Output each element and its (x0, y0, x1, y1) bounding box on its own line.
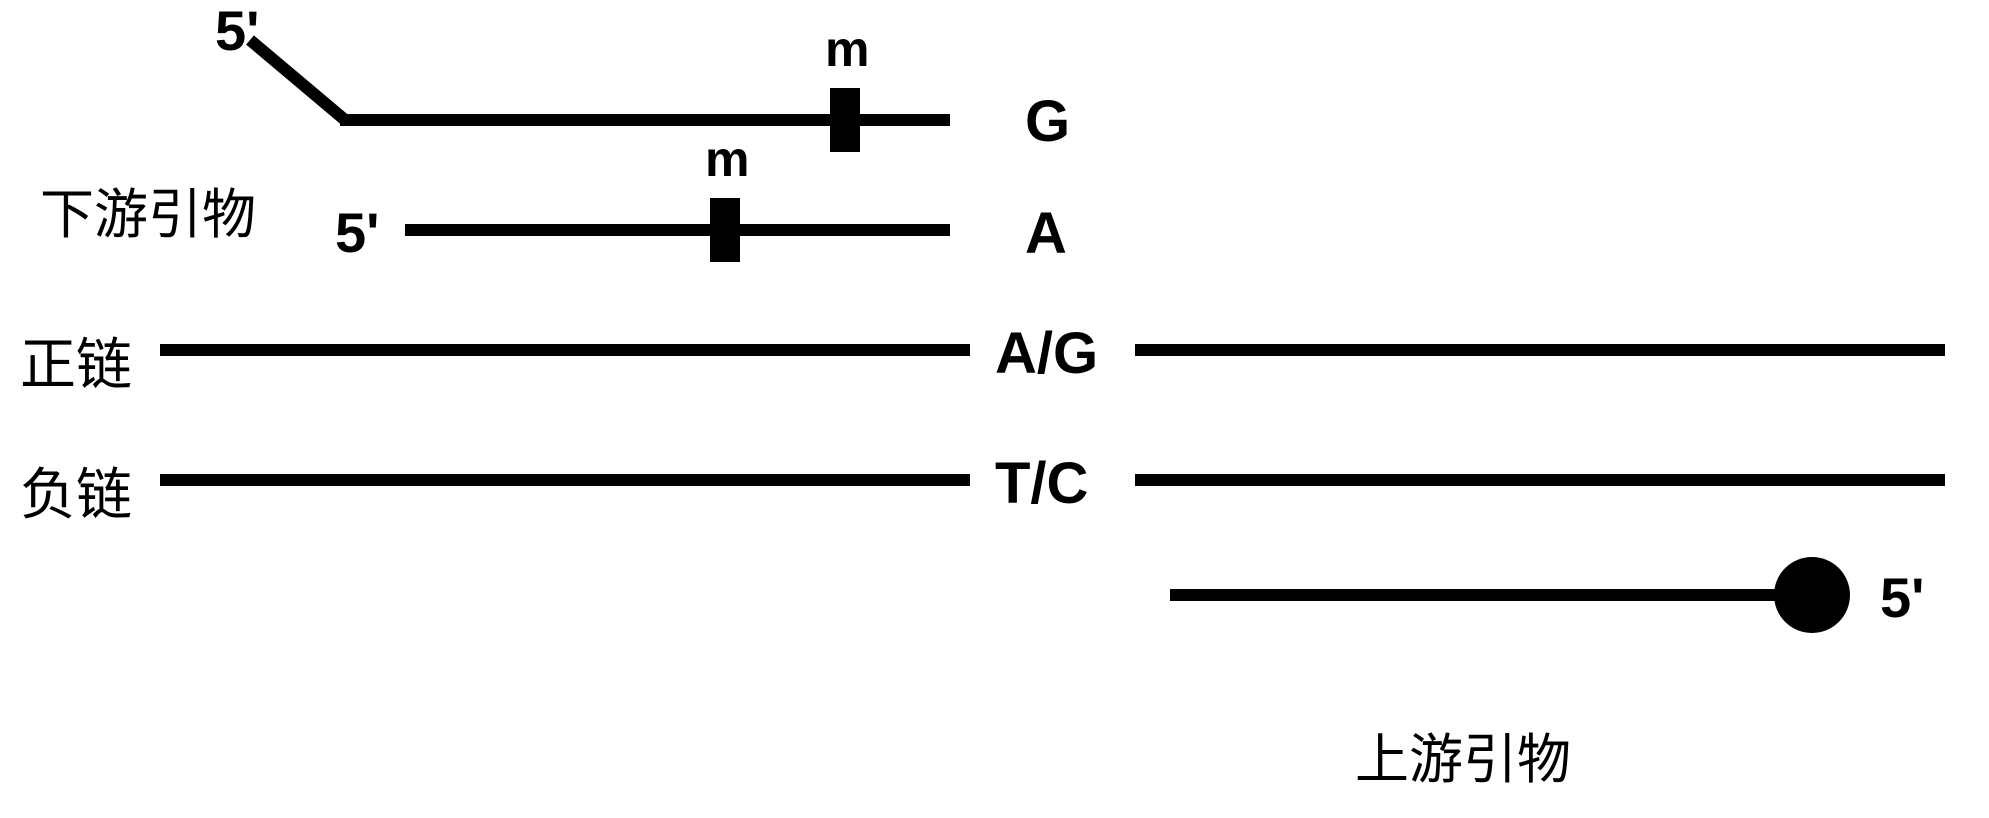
label-AG: A/G (995, 320, 1098, 387)
primer2-block (710, 198, 740, 262)
upstream-dot (1774, 557, 1850, 633)
label-A: A (1025, 200, 1067, 267)
label-5prime-bottom: 5' (1880, 565, 1924, 630)
label-5prime-top1: 5' (215, 0, 259, 63)
label-plus-strand: 正链 (20, 320, 132, 401)
label-m-bottom: m (705, 130, 749, 188)
label-downstream-primer: 下游引物 (40, 170, 256, 249)
primer1-block (830, 88, 860, 152)
label-m-top: m (825, 20, 869, 78)
label-5prime-top2: 5' (335, 200, 379, 265)
label-G: G (1025, 88, 1070, 155)
label-TC: T/C (995, 450, 1088, 517)
label-minus-strand: 负链 (20, 450, 132, 531)
diagram-canvas (0, 0, 1989, 818)
primer1-tail (250, 40, 345, 120)
label-upstream-primer: 上游引物 (1355, 715, 1571, 794)
